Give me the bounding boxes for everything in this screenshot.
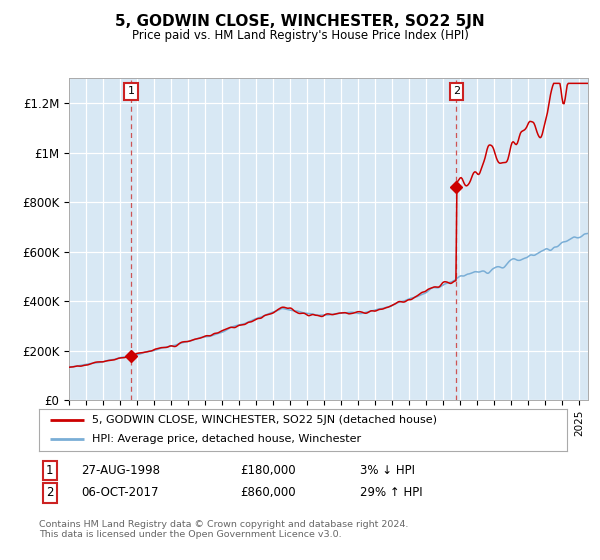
Text: 1: 1 bbox=[128, 86, 134, 96]
Text: 1: 1 bbox=[46, 464, 53, 477]
Text: 3% ↓ HPI: 3% ↓ HPI bbox=[360, 464, 415, 477]
Text: Price paid vs. HM Land Registry's House Price Index (HPI): Price paid vs. HM Land Registry's House … bbox=[131, 29, 469, 42]
Text: £180,000: £180,000 bbox=[240, 464, 296, 477]
Text: 2: 2 bbox=[46, 486, 53, 500]
Text: 2: 2 bbox=[453, 86, 460, 96]
Text: 06-OCT-2017: 06-OCT-2017 bbox=[81, 486, 158, 500]
Text: HPI: Average price, detached house, Winchester: HPI: Average price, detached house, Winc… bbox=[92, 435, 361, 445]
Text: 5, GODWIN CLOSE, WINCHESTER, SO22 5JN (detached house): 5, GODWIN CLOSE, WINCHESTER, SO22 5JN (d… bbox=[92, 415, 437, 425]
Text: 27-AUG-1998: 27-AUG-1998 bbox=[81, 464, 160, 477]
Text: 5, GODWIN CLOSE, WINCHESTER, SO22 5JN: 5, GODWIN CLOSE, WINCHESTER, SO22 5JN bbox=[115, 14, 485, 29]
Text: 29% ↑ HPI: 29% ↑ HPI bbox=[360, 486, 422, 500]
Text: £860,000: £860,000 bbox=[240, 486, 296, 500]
Text: Contains HM Land Registry data © Crown copyright and database right 2024.
This d: Contains HM Land Registry data © Crown c… bbox=[39, 520, 409, 539]
